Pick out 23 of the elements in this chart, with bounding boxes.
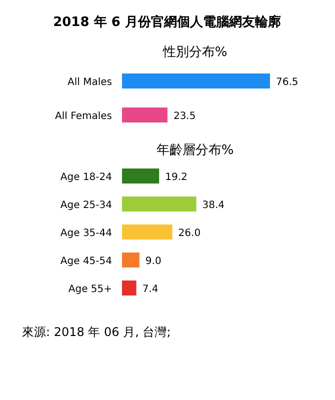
chart-title: 年齡層分布% (156, 143, 234, 158)
y-tick-label: All Females (55, 111, 112, 122)
bar (122, 168, 160, 184)
y-tick-label: Age 55+ (68, 284, 112, 295)
data-label: 76.5 (276, 77, 298, 88)
data-label: 7.4 (142, 284, 158, 295)
data-label: 26.0 (178, 228, 201, 239)
data-label: 19.2 (165, 172, 188, 183)
y-tick-label: Age 45-54 (60, 256, 112, 267)
data-label: 23.5 (173, 111, 196, 122)
chart-title: 2018 年 6 月份官網個人電腦網友輪廓 (53, 14, 281, 30)
bar (122, 280, 136, 296)
chart-subtitle: 性別分布% (162, 45, 228, 60)
y-tick-label: Age 25-34 (60, 200, 112, 211)
y-tick-label: Age 35-44 (60, 228, 112, 239)
bar (122, 252, 140, 268)
bar (122, 196, 196, 212)
data-label: 38.4 (202, 200, 225, 211)
data-label: 9.0 (145, 256, 162, 267)
y-tick-label: All Males (68, 77, 112, 88)
text: 來源: 2018 年 06 月, 台灣; (22, 325, 171, 339)
bar (122, 224, 172, 240)
y-tick-label: Age 18-24 (60, 172, 112, 183)
